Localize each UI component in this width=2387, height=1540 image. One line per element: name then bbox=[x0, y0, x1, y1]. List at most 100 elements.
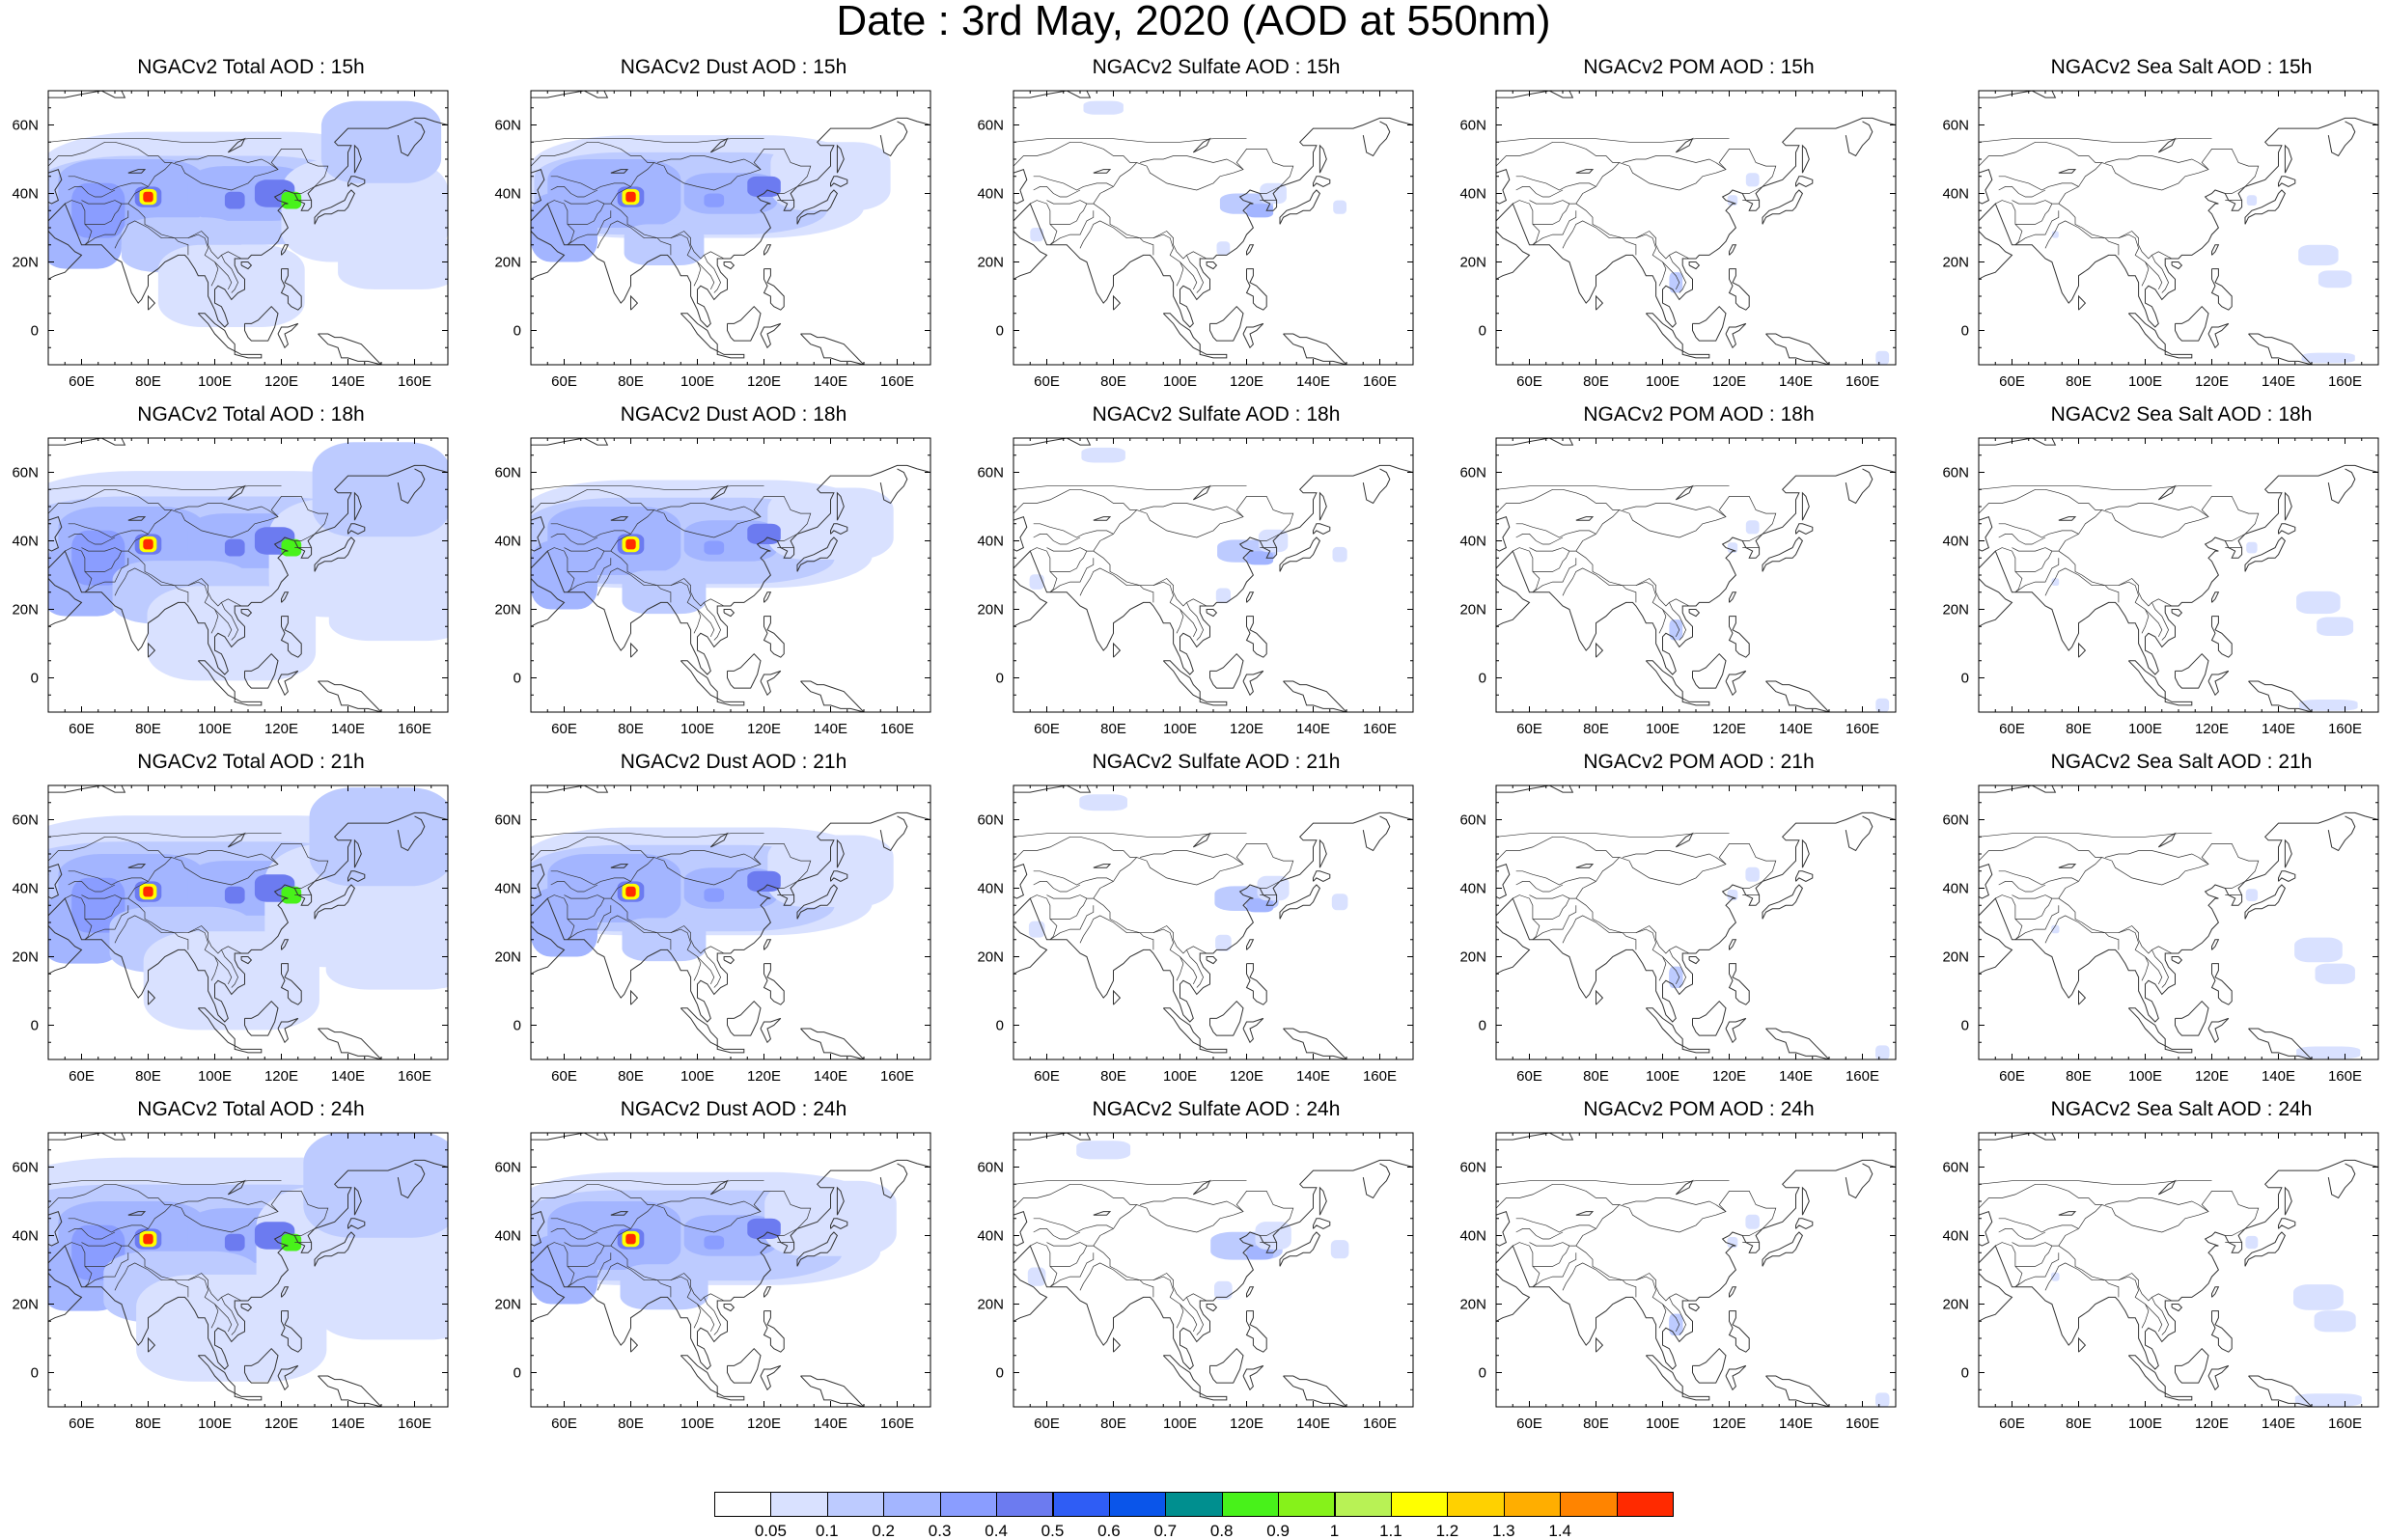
coastline bbox=[760, 322, 782, 349]
coastline bbox=[763, 591, 772, 603]
map-plot: 60E 80E 100E 120E 140E 160E 60N 40N 20N 0 bbox=[977, 1132, 1414, 1432]
coastline bbox=[1245, 616, 1267, 658]
country-border bbox=[48, 833, 282, 838]
aod-region bbox=[2246, 195, 2258, 206]
coastline bbox=[1242, 1364, 1264, 1391]
coastline bbox=[763, 963, 785, 1005]
country-border bbox=[1979, 138, 2212, 143]
lon-tick-label: 80E bbox=[1583, 1068, 1609, 1085]
map-panel: NGACv2 Dust AOD : 18h 60E 80E 100E 120E 140E 1… bbox=[483, 403, 936, 741]
coastline bbox=[630, 989, 639, 1005]
coastline bbox=[1318, 491, 1327, 521]
aod-region bbox=[2051, 1272, 2060, 1281]
country-border bbox=[597, 220, 672, 256]
country-border bbox=[2145, 609, 2163, 638]
coastline bbox=[2245, 364, 2282, 365]
coastline bbox=[2210, 268, 2233, 311]
country-border bbox=[1013, 141, 1137, 177]
lon-tick-label: 80E bbox=[618, 1068, 644, 1085]
lon-tick-label: 100E bbox=[680, 1416, 714, 1432]
lon-tick-label: 140E bbox=[1296, 373, 1330, 390]
coastline bbox=[716, 1392, 745, 1401]
country-border bbox=[2058, 1245, 2173, 1302]
coastline bbox=[2078, 642, 2087, 658]
coastline bbox=[531, 464, 930, 675]
coastline bbox=[2284, 491, 2292, 521]
coastline bbox=[763, 1286, 772, 1298]
colorbar: 0.05 0.1 0.2 0.3 0.4 0.5 0.6 0.7 0.8 0.9 1 1.1 1.2 1.… bbox=[714, 1492, 1674, 1540]
country-border bbox=[1496, 836, 1620, 871]
lon-tick-label: 80E bbox=[135, 373, 161, 390]
country-border bbox=[2151, 1297, 2169, 1335]
coastline bbox=[1113, 1336, 1122, 1353]
lat-tick-label: 20N bbox=[12, 1297, 39, 1313]
coastline bbox=[1246, 939, 1255, 950]
lat-tick-label: 60N bbox=[12, 1160, 39, 1176]
coastline bbox=[234, 1045, 263, 1054]
colorbar-label: 1 bbox=[1329, 1522, 1340, 1540]
country-border bbox=[2014, 1245, 2053, 1267]
coastline bbox=[127, 169, 147, 174]
lon-tick-label: 140E bbox=[1779, 1068, 1813, 1085]
lon-tick-label: 80E bbox=[618, 721, 644, 737]
coastline bbox=[1280, 364, 1317, 365]
lon-tick-label: 60E bbox=[69, 721, 95, 737]
aod-region bbox=[2245, 889, 2259, 901]
country-border bbox=[2145, 1304, 2163, 1333]
coastline bbox=[1795, 1218, 1814, 1229]
map-plot: 60E 80E 100E 120E 140E 160E 60N 40N 20N 0 bbox=[494, 1132, 931, 1432]
lon-tick-label: 100E bbox=[2128, 373, 2162, 390]
country-border bbox=[531, 141, 654, 177]
country-border bbox=[670, 581, 702, 634]
country-border bbox=[531, 836, 654, 871]
coastlines bbox=[1496, 785, 1896, 1059]
panel-title: NGACv2 Total AOD : 18h bbox=[137, 403, 365, 426]
aod-region bbox=[2051, 231, 2059, 238]
coastline bbox=[1496, 1159, 1896, 1370]
coastline bbox=[763, 616, 785, 658]
country-border bbox=[1575, 550, 1690, 607]
coastline bbox=[2245, 711, 2282, 712]
country-border bbox=[567, 905, 612, 941]
lon-tick-label: 120E bbox=[1230, 373, 1263, 390]
map-plot: 60E 80E 100E 120E 140E 160E 60N 40N 20N 0 bbox=[494, 437, 931, 737]
coastline bbox=[1692, 652, 1727, 689]
coastline bbox=[1013, 464, 1413, 675]
aod-region bbox=[625, 538, 636, 550]
coastline bbox=[240, 609, 253, 618]
coastline bbox=[1496, 91, 1574, 98]
lon-tick-label: 80E bbox=[1583, 1416, 1609, 1432]
lat-tick-label: 40N bbox=[1459, 1228, 1486, 1245]
lon-tick-label: 120E bbox=[264, 1416, 298, 1432]
country-border bbox=[2105, 850, 2209, 865]
coastline bbox=[1675, 484, 1694, 501]
lon-tick-label: 60E bbox=[1034, 1416, 1060, 1432]
coastline bbox=[1496, 1210, 1511, 1247]
aod-region bbox=[1875, 698, 1890, 712]
coastline bbox=[1013, 1273, 1048, 1322]
lon-tick-label: 100E bbox=[680, 373, 714, 390]
coastline bbox=[1279, 884, 1321, 920]
coastline bbox=[244, 652, 279, 689]
country-border bbox=[1998, 534, 2046, 545]
country-border bbox=[2145, 956, 2163, 985]
aerosol-field bbox=[1669, 866, 1890, 1059]
lon-tick-label: 120E bbox=[747, 1068, 781, 1085]
country-border bbox=[1093, 897, 1207, 954]
coastline bbox=[1801, 491, 1810, 521]
aod-region bbox=[312, 442, 448, 537]
country-border bbox=[567, 897, 605, 920]
lat-tick-label: 40N bbox=[1942, 881, 1969, 897]
country-border bbox=[567, 1252, 612, 1288]
coastline bbox=[763, 1310, 785, 1353]
country-border bbox=[1152, 581, 1184, 634]
coastline bbox=[796, 1231, 839, 1267]
coastline bbox=[227, 1179, 246, 1196]
aod-region bbox=[1079, 794, 1127, 811]
lat-tick-label: 40N bbox=[494, 186, 521, 203]
coastline bbox=[1728, 1310, 1750, 1353]
aod-region bbox=[143, 538, 153, 550]
panel-title: NGACv2 Dust AOD : 21h bbox=[620, 751, 847, 773]
coastline bbox=[1313, 1218, 1331, 1229]
